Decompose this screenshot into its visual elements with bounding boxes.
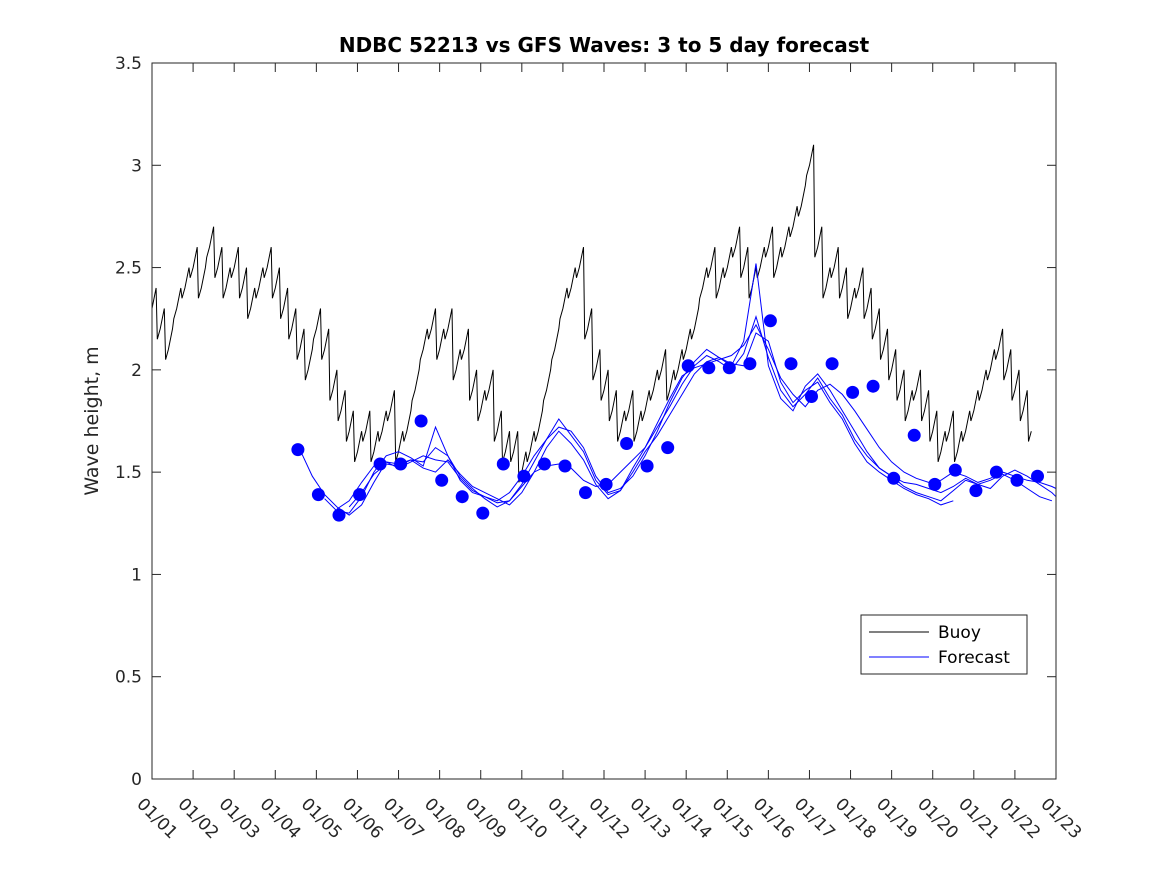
forecast-marker xyxy=(661,441,675,455)
forecast-marker xyxy=(435,473,449,487)
forecast-marker xyxy=(537,457,551,471)
forecast-marker xyxy=(866,379,880,393)
y-tick-label: 3.5 xyxy=(115,54,142,74)
forecast-line-2 xyxy=(324,263,1057,514)
forecast-marker xyxy=(681,359,695,373)
forecast-marker xyxy=(784,357,798,371)
forecast-marker xyxy=(558,459,572,473)
forecast-marker xyxy=(579,486,592,500)
forecast-marker xyxy=(948,463,962,477)
y-tick-label: 0 xyxy=(131,770,142,790)
forecast-marker xyxy=(414,414,428,428)
legend: Buoy Forecast xyxy=(860,614,1028,675)
forecast-marker xyxy=(1010,473,1024,487)
forecast-marker xyxy=(722,361,736,375)
forecast-marker xyxy=(394,457,408,471)
forecast-line-4 xyxy=(348,332,954,508)
forecast-marker xyxy=(517,469,531,483)
forecast-marker xyxy=(969,484,983,498)
y-tick-label: 2.5 xyxy=(115,259,142,279)
forecast-marker xyxy=(476,506,490,520)
chart-title: NDBC 52213 vs GFS Waves: 3 to 5 day fore… xyxy=(339,33,870,57)
forecast-marker xyxy=(620,437,634,450)
y-tick-label: 3 xyxy=(131,156,142,176)
forecast-marker xyxy=(989,465,1003,479)
forecast-marker xyxy=(455,490,469,504)
forecast-marker xyxy=(1031,469,1044,483)
buoy-line xyxy=(151,144,1032,483)
forecast-marker xyxy=(311,488,325,502)
forecast-marker xyxy=(599,477,613,491)
forecast-marker xyxy=(928,477,942,491)
y-tick-label: 1.5 xyxy=(115,463,142,483)
forecast-marker xyxy=(907,428,921,442)
forecast-marker xyxy=(763,314,777,328)
axis-ticks xyxy=(151,62,1057,780)
buoy-series xyxy=(151,144,1032,483)
forecast-marker xyxy=(702,361,716,375)
forecast-marker xyxy=(825,357,839,371)
legend-forecast-label: Forecast xyxy=(938,648,1010,668)
forecast-marker xyxy=(887,471,901,485)
forecast-marker xyxy=(496,457,510,471)
forecast-marker xyxy=(743,357,757,371)
y-axis-label: Wave height, m xyxy=(81,346,103,495)
forecast-marker xyxy=(846,385,860,399)
forecast-marker xyxy=(640,459,654,473)
forecast-markers xyxy=(291,314,1044,522)
y-tick-label: 2 xyxy=(131,361,142,381)
y-tick-label: 1 xyxy=(131,565,142,585)
legend-buoy-label: Buoy xyxy=(938,623,981,643)
forecast-marker xyxy=(805,390,818,403)
forecast-marker xyxy=(291,443,305,457)
y-tick-label: 0.5 xyxy=(115,668,142,688)
forecast-marker xyxy=(332,508,346,522)
y-tick-labels: 0 0.5 1 1.5 2 2.5 3 3.5 xyxy=(115,54,142,790)
forecast-marker xyxy=(373,457,387,471)
forecast-marker xyxy=(353,488,366,502)
legend-box xyxy=(860,614,1028,675)
